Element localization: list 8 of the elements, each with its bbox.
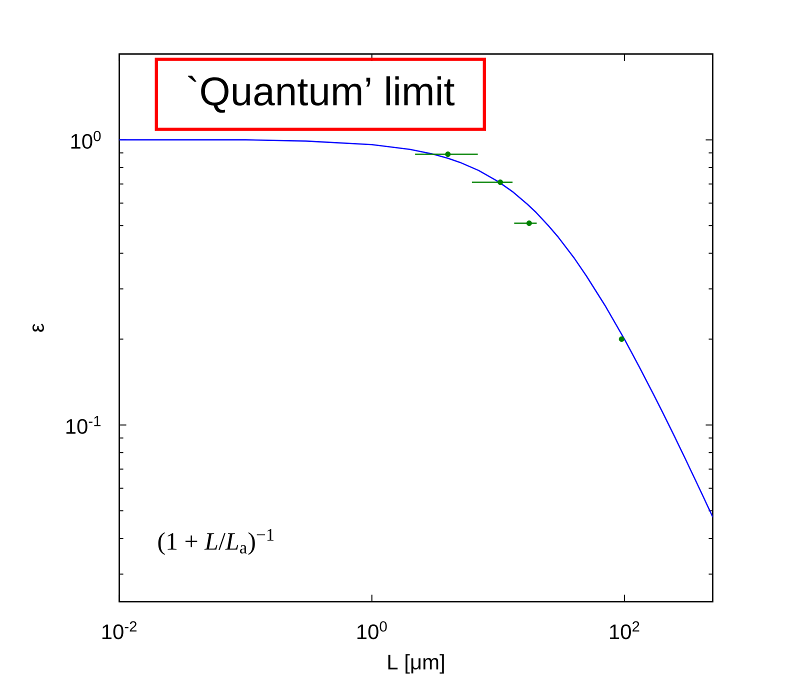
annotation: `Quantum’ limit <box>188 76 455 113</box>
y-axis-title: ε <box>32 324 44 332</box>
y-tick-label: 10$^{-1}$ <box>66 416 101 434</box>
x-tick-label: 10$^{0}$ <box>357 621 387 640</box>
x-tick-label: 10$^{-2}$ <box>102 621 137 640</box>
annotation: (1 + L/L$_{a}$)$^{−1}$ <box>158 529 274 555</box>
x-axis-title: L [μm] <box>388 654 444 674</box>
x-tick-label: 10$^{2}$ <box>610 621 640 640</box>
